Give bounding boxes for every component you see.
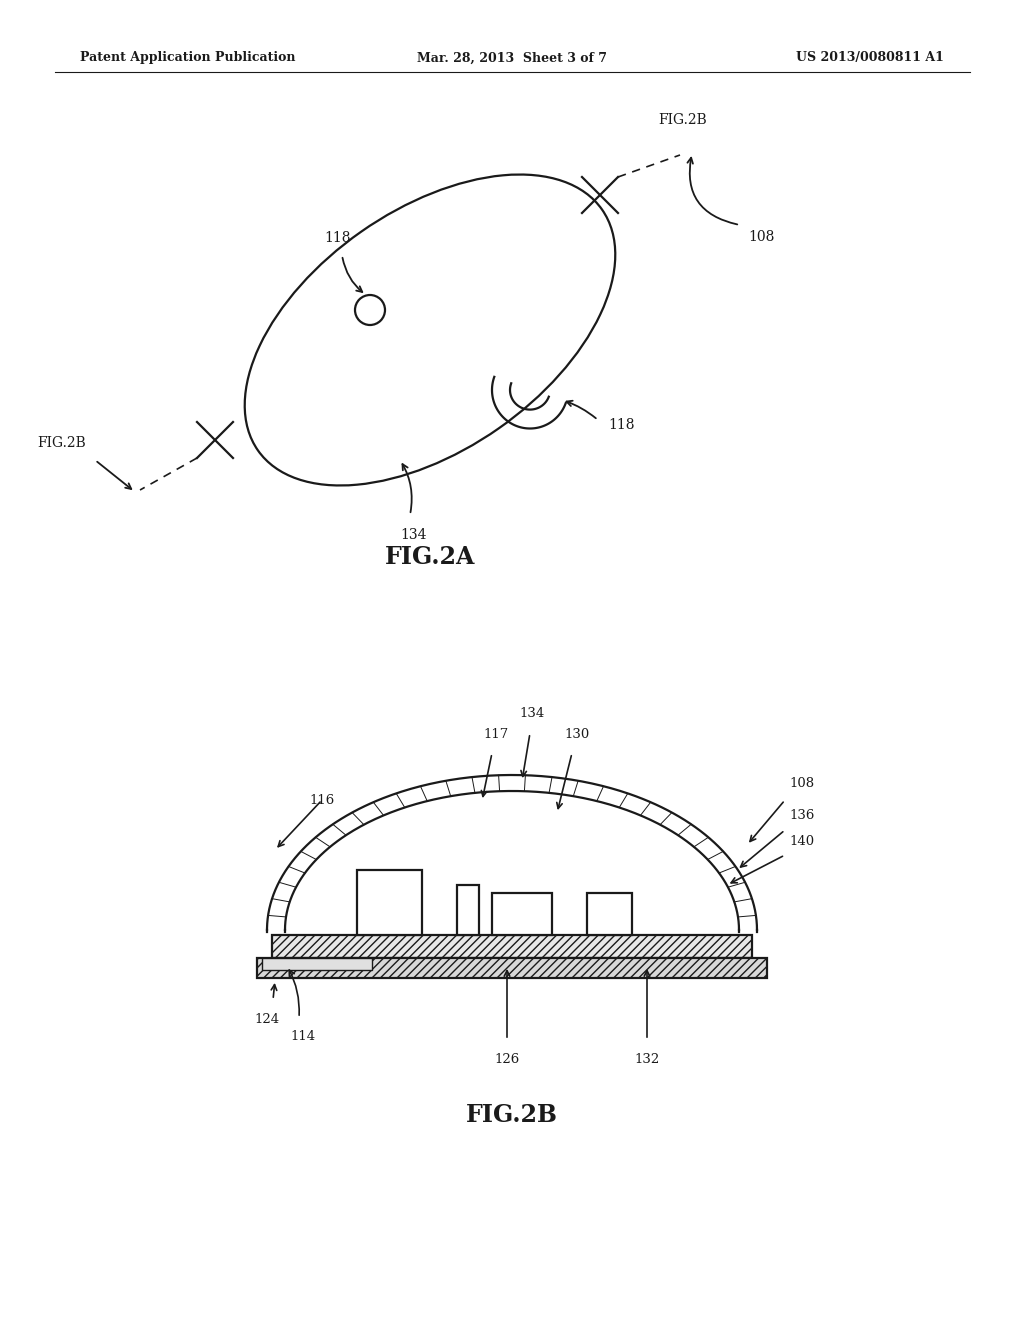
Bar	[457, 884, 479, 935]
Text: 116: 116	[309, 793, 335, 807]
Text: FIG.2A: FIG.2A	[385, 545, 475, 569]
Text: 117: 117	[483, 729, 509, 741]
Text: FIG.2B: FIG.2B	[658, 114, 707, 127]
Text: FIG.2B: FIG.2B	[37, 436, 86, 450]
Text: 108: 108	[790, 777, 814, 789]
Text: US 2013/0080811 A1: US 2013/0080811 A1	[796, 51, 944, 65]
Bar	[272, 935, 752, 958]
Text: Patent Application Publication: Patent Application Publication	[80, 51, 296, 65]
Text: 118: 118	[608, 418, 635, 432]
Bar	[257, 958, 767, 978]
Bar	[262, 958, 372, 970]
Text: Mar. 28, 2013  Sheet 3 of 7: Mar. 28, 2013 Sheet 3 of 7	[417, 51, 607, 65]
Text: 118: 118	[325, 231, 351, 246]
Text: FIG.2B: FIG.2B	[466, 1104, 558, 1127]
Text: 134: 134	[519, 708, 545, 719]
Text: 140: 140	[790, 836, 814, 847]
Bar	[357, 870, 422, 935]
Bar	[272, 935, 752, 958]
Bar	[492, 894, 552, 935]
Bar	[587, 894, 632, 935]
Text: 126: 126	[495, 1053, 519, 1067]
Text: 130: 130	[564, 729, 590, 741]
Text: 114: 114	[291, 1030, 315, 1043]
Text: 108: 108	[748, 230, 774, 244]
Text: 124: 124	[254, 1012, 280, 1026]
Bar	[257, 958, 767, 978]
Text: 132: 132	[635, 1053, 659, 1067]
Text: 134: 134	[400, 528, 427, 543]
Text: 136: 136	[790, 809, 814, 822]
